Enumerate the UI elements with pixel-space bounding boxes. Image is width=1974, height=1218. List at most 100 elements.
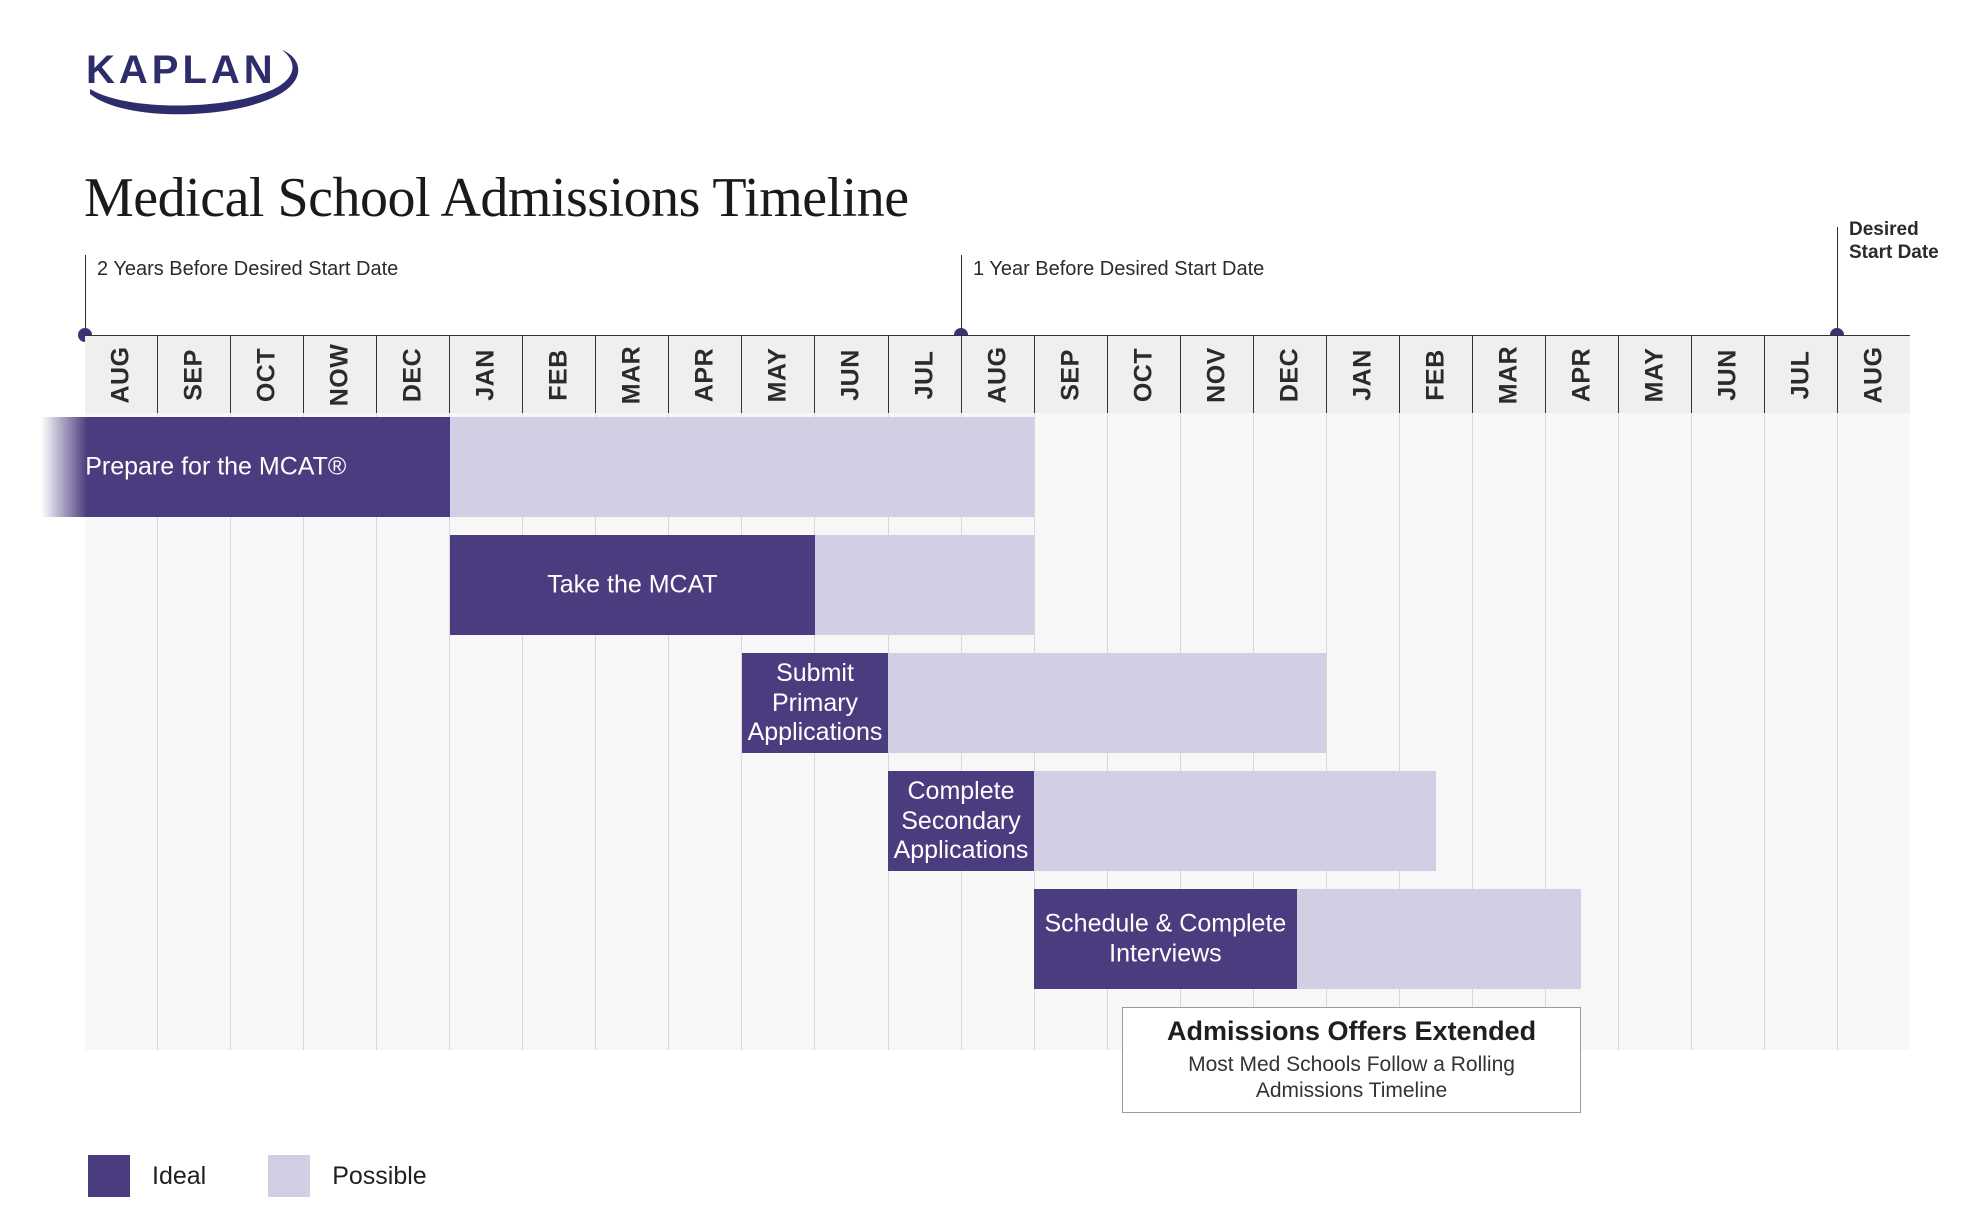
month-label: JUL bbox=[1786, 350, 1815, 400]
milestone-label: 1 Year Before Desired Start Date bbox=[973, 258, 1265, 280]
milestone-line bbox=[1837, 227, 1838, 335]
task-bar-3[interactable]: Complete Secondary Applications bbox=[888, 771, 1436, 871]
month-cell-0: AUG bbox=[85, 336, 159, 414]
month-cell-22: JUN bbox=[1692, 336, 1766, 414]
month-label: NOV bbox=[1202, 347, 1231, 403]
month-label: JUN bbox=[1713, 349, 1742, 401]
month-cell-18: FEB bbox=[1399, 336, 1473, 414]
month-header-row: AUG SEP OCT NOW DEC JAN FEB MAR APR MAY JUN JUL AUG S… bbox=[85, 335, 1911, 416]
month-label: JAN bbox=[471, 349, 500, 401]
legend-item-possible: Possible bbox=[268, 1155, 427, 1197]
month-cell-23: JUL bbox=[1765, 336, 1839, 414]
kaplan-logo: KAPLAN bbox=[84, 44, 334, 118]
task-label-line: Schedule & Complete bbox=[1044, 909, 1287, 938]
month-label: MAR bbox=[617, 345, 646, 405]
month-cell-1: SEP bbox=[158, 336, 232, 414]
task-bar-4[interactable]: Schedule & Complete Interviews bbox=[1034, 889, 1582, 989]
task-bar-label: Take the MCAT bbox=[450, 570, 815, 600]
ideal-segment: Submit Primary Applications bbox=[742, 653, 888, 753]
task-bar-0[interactable]: Prepare for the MCAT® bbox=[41, 417, 1034, 517]
task-label-line: Submit bbox=[776, 658, 854, 687]
grid-column bbox=[523, 413, 597, 1050]
task-bar-2[interactable]: Submit Primary Applications bbox=[742, 653, 1326, 753]
grid-column bbox=[669, 413, 743, 1050]
callout-subtext-line: Most Med Schools Follow a Rolling bbox=[1188, 1052, 1515, 1076]
kaplan-wordmark: KAPLAN bbox=[86, 48, 277, 92]
ideal-segment: Take the MCAT bbox=[450, 535, 815, 635]
kaplan-swoosh-icon bbox=[90, 50, 299, 115]
month-label: APR bbox=[690, 347, 719, 403]
legend-swatch bbox=[88, 1155, 130, 1197]
grid-column bbox=[1692, 413, 1766, 1050]
callout-subtext-line: Admissions Timeline bbox=[1255, 1079, 1448, 1102]
month-cell-3: NOW bbox=[304, 336, 378, 414]
month-label: JUN bbox=[836, 349, 865, 401]
grid-column bbox=[1327, 413, 1400, 1050]
task-label-line: Interviews bbox=[1109, 939, 1222, 967]
task-label-line: Take the MCAT bbox=[547, 570, 718, 599]
month-label: APR bbox=[1567, 347, 1596, 403]
possible-segment bbox=[815, 535, 1034, 635]
grid-column bbox=[1765, 413, 1839, 1050]
grid-column bbox=[158, 413, 232, 1050]
month-label: MAR bbox=[1494, 345, 1523, 405]
month-cell-2: OCT bbox=[231, 336, 305, 414]
grid-column bbox=[1254, 413, 1327, 1050]
month-label: OCT bbox=[1129, 347, 1158, 403]
month-label: MAY bbox=[1640, 347, 1669, 403]
timeline-chart: 2 Years Before Desired Start Date 1 Year … bbox=[41, 219, 1939, 1113]
milestone-line bbox=[961, 255, 962, 335]
legend-swatch bbox=[268, 1155, 311, 1197]
task-bar-label: Complete Secondary Applications bbox=[888, 777, 1034, 866]
month-cell-14: OCT bbox=[1107, 336, 1181, 414]
grid-column bbox=[1546, 413, 1619, 1050]
month-label: SEP bbox=[179, 349, 208, 401]
task-label-line: Applications bbox=[893, 835, 1029, 864]
grid-column bbox=[85, 413, 159, 1050]
month-label: OCT bbox=[252, 347, 281, 403]
legend-item-ideal: Ideal bbox=[88, 1155, 206, 1197]
task-label-line: Prepare for the MCAT® bbox=[85, 452, 347, 481]
month-cell-4: DEC bbox=[377, 336, 451, 414]
month-cell-24: AUG bbox=[1838, 336, 1911, 414]
milestone-label: Desired Start Date bbox=[1849, 219, 1939, 263]
task-bar-1[interactable]: Take the MCAT bbox=[450, 535, 1034, 635]
possible-segment bbox=[1034, 771, 1436, 871]
task-bar-label: Submit Primary Applications bbox=[742, 659, 888, 748]
month-label: JAN bbox=[1348, 349, 1377, 401]
ideal-segment: Schedule & Complete Interviews bbox=[1034, 889, 1297, 989]
month-cell-20: APR bbox=[1545, 336, 1619, 414]
month-label: DEC bbox=[398, 347, 427, 403]
grid-column bbox=[377, 413, 451, 1050]
month-cell-13: SEP bbox=[1034, 336, 1108, 414]
task-label-line: Complete bbox=[907, 776, 1015, 805]
grid-column bbox=[1473, 413, 1546, 1050]
grid-column bbox=[231, 413, 305, 1050]
grid-column bbox=[1400, 413, 1473, 1050]
month-cell-8: APR bbox=[669, 336, 743, 414]
month-label: NOW bbox=[325, 343, 354, 407]
month-label: FEB bbox=[1421, 349, 1450, 401]
month-cell-9: MAY bbox=[742, 336, 816, 414]
month-cell-21: MAY bbox=[1618, 336, 1693, 414]
admissions-offers-callout: Admissions Offers Extended Most Med Schoo… bbox=[1121, 1007, 1582, 1113]
month-label: AUG bbox=[983, 346, 1012, 404]
month-cell-12: AUG bbox=[961, 336, 1035, 414]
task-label-line: Primary bbox=[771, 688, 859, 717]
task-bars-layer: Prepare for the MCAT® Take the MCAT Submit… bbox=[41, 413, 1910, 1113]
task-bar-label: Schedule & Complete Interviews bbox=[1034, 910, 1297, 969]
possible-segment bbox=[888, 653, 1326, 753]
possible-segment bbox=[450, 417, 1034, 517]
month-label: SEP bbox=[1056, 349, 1085, 401]
callout-heading: Admissions Offers Extended bbox=[1166, 1015, 1537, 1046]
task-label-line: Applications bbox=[747, 717, 883, 746]
grid-column bbox=[596, 413, 670, 1050]
month-cell-7: MAR bbox=[596, 336, 670, 414]
ideal-segment: Prepare for the MCAT® bbox=[41, 417, 450, 517]
month-cell-5: JAN bbox=[450, 336, 524, 414]
milestone-line bbox=[85, 255, 86, 335]
grid-column bbox=[304, 413, 378, 1050]
possible-segment bbox=[1296, 889, 1582, 989]
ideal-segment: Complete Secondary Applications bbox=[888, 771, 1034, 871]
task-label-line: Secondary bbox=[901, 806, 1021, 835]
